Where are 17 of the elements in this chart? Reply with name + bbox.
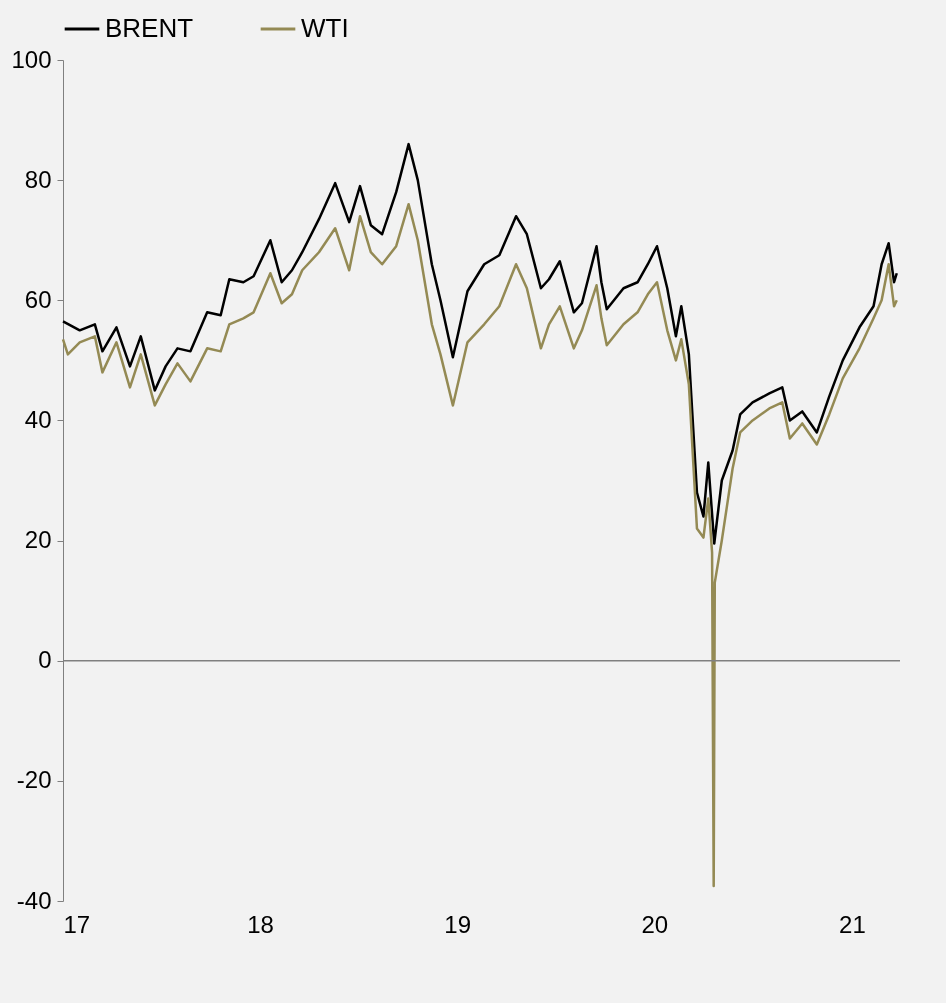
y-tick-label: 0 xyxy=(38,646,52,674)
y-tick-label: -40 xyxy=(16,886,52,914)
legend-label: WTI xyxy=(301,13,349,43)
y-tick-label: -20 xyxy=(16,766,52,794)
x-tick-label: 19 xyxy=(444,910,472,938)
x-tick-label: 21 xyxy=(839,910,866,938)
y-tick-label: 80 xyxy=(24,165,52,193)
y-tick-label: 100 xyxy=(11,45,52,73)
x-tick-label: 17 xyxy=(63,910,91,938)
y-tick-label: 20 xyxy=(24,526,52,554)
x-tick-label: 18 xyxy=(247,910,274,938)
legend-label: BRENT xyxy=(105,13,194,43)
line-series xyxy=(61,142,899,545)
x-tick-label: 20 xyxy=(641,910,669,938)
line-series xyxy=(61,202,899,888)
y-tick-label: 60 xyxy=(24,285,52,313)
y-tick-label: 40 xyxy=(24,405,52,433)
